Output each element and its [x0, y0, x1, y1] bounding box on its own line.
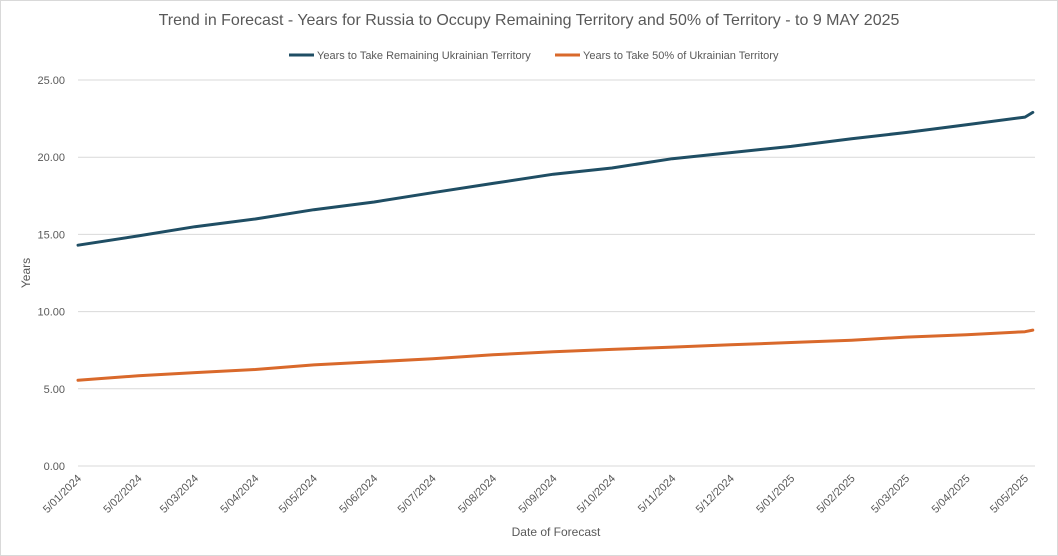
- x-tick-label: 5/06/2024: [337, 473, 380, 516]
- x-tick-label: 5/04/2025: [930, 473, 973, 516]
- legend: Years to Take Remaining Ukrainian Territ…: [289, 50, 779, 62]
- legend-label-1: Years to Take Remaining Ukrainian Territ…: [317, 50, 531, 62]
- x-tick-label: 5/01/2024: [41, 473, 84, 516]
- y-tick-label: 15.00: [37, 229, 65, 241]
- x-tick-label: 5/03/2025: [869, 473, 912, 516]
- x-tick-label: 5/07/2024: [396, 473, 439, 516]
- series-line-1: [76, 110, 1035, 247]
- x-tick-label: 5/04/2024: [218, 473, 261, 516]
- y-tick-label: 10.00: [37, 307, 65, 319]
- x-tick-label: 5/05/2025: [988, 473, 1031, 516]
- y-tick-label: 0.00: [44, 461, 65, 473]
- y-tick-label: 25.00: [37, 75, 65, 87]
- x-tick-label: 5/02/2025: [815, 473, 858, 516]
- x-tick-label: 5/11/2024: [636, 473, 679, 516]
- grid-lines: [78, 79, 1035, 467]
- series-lines: [76, 110, 1035, 382]
- y-tick-label: 20.00: [37, 152, 65, 164]
- x-tick-label: 5/08/2024: [456, 473, 499, 516]
- x-tick-label: 5/03/2024: [158, 473, 201, 516]
- x-tick-label: 5/12/2024: [694, 473, 737, 516]
- y-axis-title: Years: [19, 258, 33, 288]
- chart-title: Trend in Forecast - Years for Russia to …: [158, 12, 900, 29]
- y-axis-ticks: 0.00 5.00 10.00 15.00 20.00 25.00: [37, 75, 65, 473]
- x-tick-label: 5/01/2025: [754, 473, 797, 516]
- x-axis-title: Date of Forecast: [512, 525, 601, 539]
- x-tick-label: 5/02/2024: [101, 473, 144, 516]
- x-tick-label: 5/09/2024: [516, 473, 559, 516]
- x-axis-ticks: 5/01/2024 5/02/2024 5/03/2024 5/04/2024 5/05…: [41, 473, 1031, 516]
- x-tick-label: 5/10/2024: [575, 473, 618, 516]
- x-tick-label: 5/05/2024: [277, 473, 320, 516]
- series-line-2: [76, 328, 1035, 382]
- legend-label-2: Years to Take 50% of Ukrainian Territory: [583, 50, 779, 62]
- y-tick-label: 5.00: [44, 384, 65, 396]
